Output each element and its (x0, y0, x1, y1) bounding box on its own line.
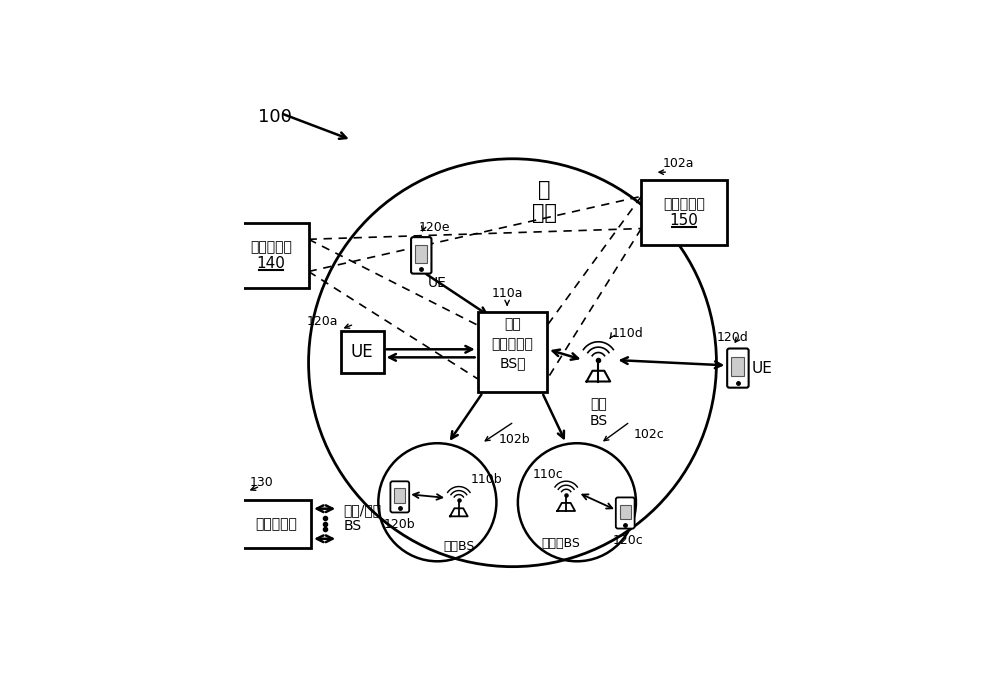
Text: 130: 130 (250, 476, 273, 489)
Text: 110b: 110b (471, 473, 502, 487)
FancyBboxPatch shape (727, 348, 749, 388)
Text: UE: UE (351, 343, 374, 361)
Text: 通信管理器: 通信管理器 (250, 240, 292, 254)
Text: 102a: 102a (663, 157, 694, 169)
Text: 基站
（例如，宏
BS）: 基站 （例如，宏 BS） (492, 317, 533, 370)
Text: 110d: 110d (612, 327, 644, 340)
Text: 宏
小区: 宏 小区 (532, 180, 557, 223)
Text: 150: 150 (670, 213, 699, 228)
Text: 中继
BS: 中继 BS (589, 397, 607, 428)
Text: 102c: 102c (633, 427, 664, 441)
Text: 120b: 120b (384, 519, 416, 531)
Polygon shape (557, 503, 575, 511)
Text: 110c: 110c (533, 468, 563, 481)
Text: 通信管理器: 通信管理器 (663, 197, 705, 211)
FancyBboxPatch shape (731, 357, 744, 376)
Polygon shape (587, 371, 610, 381)
Text: 140: 140 (257, 256, 285, 271)
FancyBboxPatch shape (394, 489, 405, 503)
Text: 微微BS: 微微BS (443, 539, 475, 553)
FancyBboxPatch shape (415, 245, 427, 263)
Text: UE: UE (428, 276, 447, 290)
Text: 110a: 110a (491, 287, 523, 300)
Text: 120a: 120a (307, 315, 338, 328)
FancyBboxPatch shape (616, 498, 635, 528)
Text: 去往/来自
BS: 去往/来自 BS (343, 503, 382, 533)
Text: 网络控制器: 网络控制器 (255, 516, 297, 530)
FancyBboxPatch shape (478, 312, 547, 392)
Text: 120e: 120e (419, 221, 450, 234)
FancyBboxPatch shape (341, 330, 384, 374)
FancyBboxPatch shape (641, 181, 727, 245)
FancyBboxPatch shape (411, 237, 431, 274)
FancyBboxPatch shape (390, 482, 409, 512)
Text: 120d: 120d (717, 331, 748, 344)
Text: 120c: 120c (613, 535, 643, 547)
FancyBboxPatch shape (620, 505, 631, 519)
Text: 毫微微BS: 毫微微BS (541, 537, 580, 550)
FancyBboxPatch shape (241, 500, 311, 548)
FancyBboxPatch shape (233, 223, 309, 288)
Polygon shape (450, 508, 468, 516)
Text: UE: UE (751, 360, 772, 376)
Text: 102b: 102b (499, 433, 531, 446)
Text: 100: 100 (258, 108, 291, 125)
